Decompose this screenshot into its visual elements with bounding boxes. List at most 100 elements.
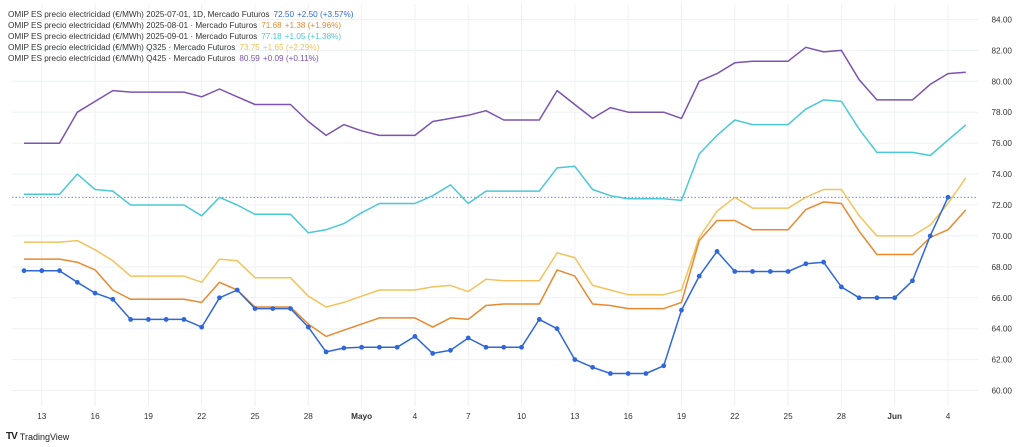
data-point	[270, 306, 276, 311]
legend-item-2025-08[interactable]: OMIP ES precio electricidad (€/MWh) 2025…	[8, 20, 353, 31]
data-point	[607, 371, 613, 376]
y-axis: 60.00 62.00 64.00 66.00 68.00 70.00 72.00 74.00…	[992, 15, 1013, 395]
x-tick-label: 10	[517, 412, 527, 421]
data-point	[341, 345, 347, 351]
x-tick-label: 25	[784, 412, 794, 421]
data-point	[359, 344, 365, 350]
y-tick-label: 80.00	[992, 77, 1013, 86]
legend-series-name: OMIP ES precio electricidad (€/MWh) 2025…	[8, 32, 258, 41]
data-point	[199, 324, 205, 330]
x-tick-label: 13	[570, 412, 580, 421]
chart-grid	[12, 4, 978, 406]
x-tick-label: 16	[624, 412, 634, 421]
data-point	[430, 351, 436, 356]
y-tick-label: 66.00	[992, 294, 1013, 303]
y-tick-label: 64.00	[992, 325, 1013, 334]
data-point	[323, 349, 329, 355]
data-point	[394, 344, 400, 350]
data-point	[305, 324, 311, 330]
data-point	[803, 261, 809, 267]
series-line-1	[24, 201, 967, 338]
data-point	[625, 371, 631, 376]
x-tick-label: 13	[37, 412, 47, 421]
data-point	[572, 357, 578, 363]
legend-item-q325[interactable]: OMIP ES precio electricidad (€/MWh) Q325…	[8, 42, 353, 53]
x-tick-label: 19	[144, 412, 154, 421]
series-line-3	[24, 177, 967, 308]
y-tick-label: 76.00	[992, 139, 1013, 148]
data-point	[856, 295, 862, 301]
series-layer	[21, 46, 967, 376]
data-point	[785, 269, 791, 274]
data-point	[838, 284, 844, 290]
y-tick-label: 74.00	[992, 170, 1013, 179]
x-tick-label: Jun	[887, 412, 902, 421]
tradingview-logo-icon: TV	[6, 431, 18, 442]
x-tick-label: 22	[730, 412, 740, 421]
legend-last-value: 80.59	[239, 54, 260, 63]
legend-change: +2.50 (+3.57%)	[297, 10, 354, 19]
y-tick-label: 60.00	[992, 387, 1013, 396]
data-point	[92, 290, 98, 296]
x-tick-label: 25	[250, 412, 260, 421]
legend-last-value: 73.75	[239, 43, 260, 52]
data-point	[163, 317, 169, 322]
data-point	[927, 233, 933, 239]
legend-series-name: OMIP ES precio electricidad (€/MWh) Q425…	[8, 54, 236, 63]
x-tick-label: 19	[677, 412, 687, 421]
legend-last-value: 77.18	[261, 32, 282, 41]
data-point	[181, 317, 187, 322]
x-tick-label: 4	[946, 412, 951, 421]
data-point	[892, 295, 898, 301]
data-point	[145, 317, 151, 322]
data-point	[945, 194, 951, 200]
data-point	[590, 364, 596, 370]
data-point	[536, 317, 542, 322]
legend-last-value: 71.68	[261, 21, 282, 30]
data-point	[696, 273, 702, 279]
x-axis: 13 16 19 22 25 28 Mayo 4 7 10 13 16 19 22 25 28 Jun 4	[37, 412, 951, 421]
data-point	[732, 269, 738, 274]
data-point	[448, 347, 453, 353]
brand-footer[interactable]: TV TradingView	[6, 431, 69, 442]
x-tick-label: 4	[413, 412, 418, 421]
y-tick-label: 70.00	[992, 232, 1013, 241]
data-point	[821, 259, 827, 265]
data-point	[643, 371, 649, 376]
legend-change: +0.09 (+0.11%)	[262, 54, 319, 63]
legend-item-2025-09[interactable]: OMIP ES precio electricidad (€/MWh) 2025…	[8, 31, 353, 42]
legend-item-2025-07[interactable]: OMIP ES precio electricidad (€/MWh) 2025…	[8, 9, 353, 20]
data-point	[412, 334, 418, 339]
data-point	[252, 306, 258, 311]
series-line-4	[24, 46, 966, 144]
legend-last-value: 72.50	[273, 10, 295, 19]
y-tick-label: 68.00	[992, 263, 1013, 272]
y-tick-label: 72.00	[992, 201, 1013, 210]
data-point	[874, 295, 880, 301]
data-point	[39, 268, 45, 274]
y-tick-label: 62.00	[992, 356, 1013, 365]
series-line-2	[24, 99, 967, 234]
data-point	[465, 335, 471, 341]
legend-item-q425[interactable]: OMIP ES precio electricidad (€/MWh) Q425…	[8, 53, 353, 64]
legend-series-name: OMIP ES precio electricidad (€/MWh) 2025…	[8, 10, 270, 19]
legend-series-name: OMIP ES precio electricidad (€/MWh) Q325…	[8, 43, 236, 52]
data-point	[501, 344, 507, 350]
data-point	[483, 344, 489, 350]
x-tick-label: Mayo	[351, 412, 372, 421]
data-point	[910, 278, 915, 284]
legend-change: +1.65 (+2.29%)	[262, 43, 320, 52]
data-point	[217, 295, 222, 301]
data-point	[750, 269, 755, 274]
data-point	[679, 307, 684, 313]
x-tick-label: 16	[91, 412, 101, 421]
data-point	[767, 269, 773, 274]
brand-name: TradingView	[19, 431, 70, 442]
data-point	[519, 344, 524, 350]
legend-series-name: OMIP ES precio electricidad (€/MWh) 2025…	[8, 21, 258, 30]
data-point	[554, 326, 560, 332]
data-point	[57, 268, 62, 274]
data-point	[128, 317, 134, 322]
data-point	[661, 363, 667, 369]
